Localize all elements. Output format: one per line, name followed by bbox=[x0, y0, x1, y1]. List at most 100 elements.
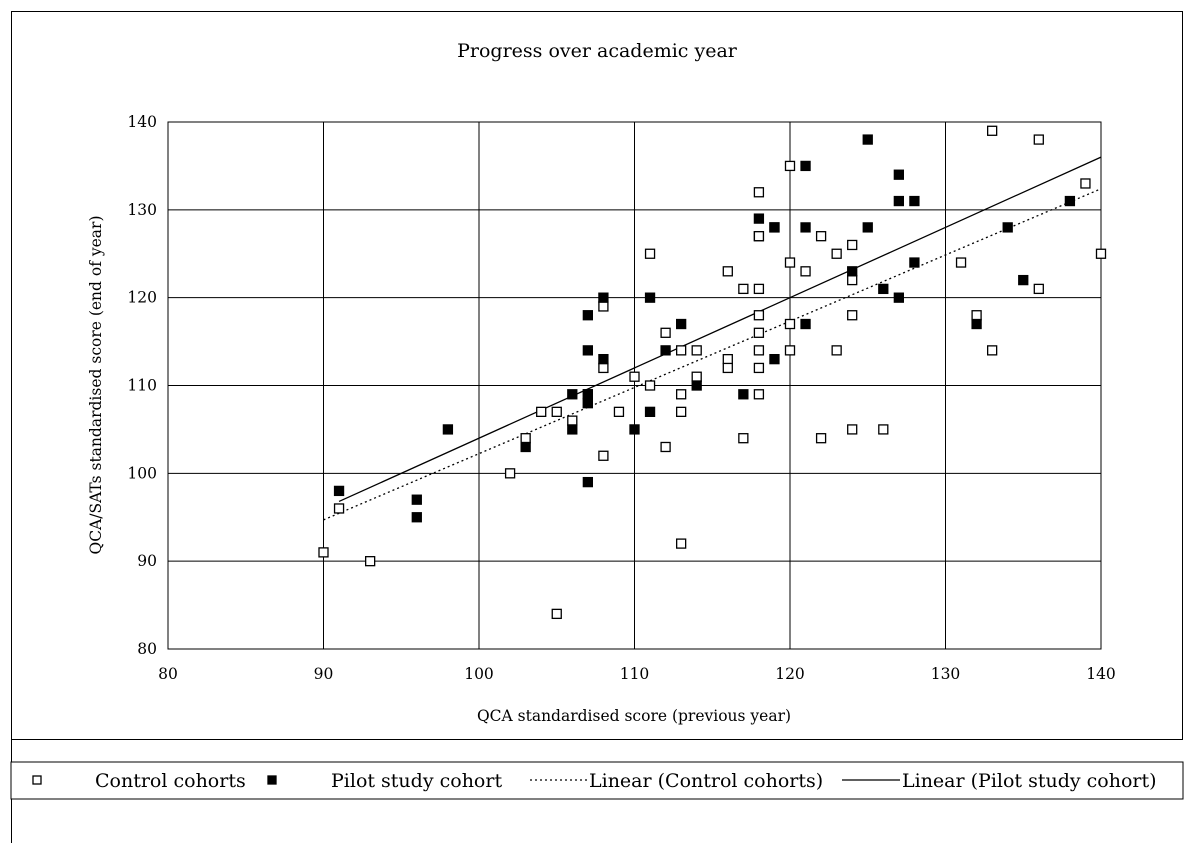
y-tick-label: 90 bbox=[137, 552, 157, 570]
pilot-point bbox=[582, 389, 593, 400]
control-point bbox=[784, 257, 796, 268]
y-tick-label: 130 bbox=[127, 201, 157, 219]
control-point bbox=[1095, 248, 1107, 259]
pilot-point bbox=[629, 424, 640, 435]
control-point bbox=[847, 239, 858, 251]
control-trendline bbox=[323, 188, 1102, 521]
control-point bbox=[847, 310, 858, 321]
control-point bbox=[987, 345, 998, 356]
legend-label-control-trend: Linear (Control cohorts) bbox=[589, 770, 823, 792]
x-tick-label: 120 bbox=[775, 665, 805, 683]
chart-frame bbox=[11, 11, 1183, 740]
data-points bbox=[318, 125, 1107, 620]
control-point bbox=[831, 248, 842, 259]
control-point bbox=[753, 345, 765, 356]
pilot-point bbox=[660, 345, 671, 356]
chart-title: Progress over academic year bbox=[457, 40, 738, 62]
trendlines bbox=[323, 156, 1102, 521]
pilot-point bbox=[893, 195, 904, 207]
pilot-point bbox=[582, 476, 593, 488]
pilot-point bbox=[520, 441, 531, 453]
control-point bbox=[784, 318, 796, 330]
pilot-point bbox=[847, 266, 858, 277]
control-point bbox=[831, 345, 842, 356]
pilot-point bbox=[691, 380, 702, 391]
pilot-point bbox=[644, 406, 656, 418]
pilot-point bbox=[738, 389, 749, 400]
control-point bbox=[753, 283, 765, 295]
legend-label-pilot-trend: Linear (Pilot study cohort) bbox=[902, 770, 1157, 792]
legend: Control cohorts Pilot study cohort Linea… bbox=[10, 761, 1184, 800]
control-point bbox=[753, 362, 765, 374]
x-tick-label: 130 bbox=[931, 665, 961, 683]
control-point bbox=[738, 283, 749, 295]
control-point bbox=[800, 266, 811, 277]
pilot-point bbox=[582, 345, 593, 356]
pilot-point bbox=[753, 213, 765, 224]
control-point bbox=[660, 441, 671, 453]
control-point bbox=[567, 415, 578, 426]
pilot-point bbox=[862, 222, 873, 233]
control-point bbox=[815, 231, 827, 242]
control-point bbox=[691, 371, 702, 382]
pilot-point bbox=[598, 353, 609, 365]
control-point bbox=[613, 406, 625, 418]
control-point bbox=[676, 345, 687, 356]
legend-box bbox=[10, 761, 1184, 800]
control-point bbox=[691, 345, 702, 356]
pilot-point bbox=[567, 424, 578, 435]
control-point bbox=[987, 125, 998, 136]
pilot-point bbox=[909, 195, 920, 207]
control-point bbox=[333, 503, 345, 514]
control-point bbox=[629, 371, 640, 382]
control-point bbox=[753, 389, 765, 400]
pilot-point bbox=[411, 494, 422, 505]
control-point bbox=[504, 468, 516, 479]
pilot-point bbox=[800, 318, 811, 330]
pilot-point bbox=[909, 257, 920, 268]
y-tick-label: 140 bbox=[127, 113, 157, 131]
control-point bbox=[738, 433, 749, 444]
control-point bbox=[598, 301, 609, 312]
legend-label-control: Control cohorts bbox=[95, 770, 246, 792]
control-point bbox=[878, 424, 889, 435]
control-point bbox=[722, 362, 733, 374]
legend-label-pilot: Pilot study cohort bbox=[331, 770, 502, 792]
plot-area bbox=[167, 121, 1102, 650]
pilot-point bbox=[1064, 195, 1076, 207]
tick-labels: 80 90 100 110 120 130 140 80 90 100 110 120 130 140 bbox=[127, 113, 1115, 683]
control-point bbox=[784, 160, 796, 172]
control-point bbox=[551, 608, 562, 620]
x-tick-label: 80 bbox=[158, 665, 178, 683]
x-axis-label: QCA standardised score (previous year) bbox=[477, 707, 791, 725]
pilot-point bbox=[582, 310, 593, 321]
control-point bbox=[364, 556, 376, 567]
control-point bbox=[847, 274, 858, 286]
control-point bbox=[753, 310, 765, 321]
legend-marker-pilot bbox=[267, 775, 277, 785]
control-point bbox=[551, 406, 562, 418]
control-point bbox=[676, 406, 687, 418]
pilot-trendline bbox=[338, 156, 1102, 503]
pilot-point bbox=[567, 389, 578, 400]
control-point bbox=[660, 327, 671, 338]
control-point bbox=[784, 345, 796, 356]
pilot-point bbox=[582, 397, 593, 409]
y-tick-label: 100 bbox=[127, 464, 157, 482]
control-point bbox=[753, 327, 765, 338]
control-point bbox=[1033, 283, 1044, 295]
pilot-point bbox=[893, 169, 904, 180]
control-point bbox=[847, 424, 858, 435]
pilot-point bbox=[644, 292, 656, 303]
pilot-point bbox=[598, 292, 609, 303]
x-tick-label: 100 bbox=[464, 665, 494, 683]
control-point bbox=[676, 389, 687, 400]
control-point bbox=[815, 433, 827, 444]
control-point bbox=[722, 353, 733, 365]
pilot-point bbox=[411, 512, 422, 523]
control-point bbox=[520, 433, 531, 444]
x-tick-label: 90 bbox=[314, 665, 334, 683]
pilot-point bbox=[1002, 222, 1013, 233]
pilot-point bbox=[971, 318, 982, 330]
